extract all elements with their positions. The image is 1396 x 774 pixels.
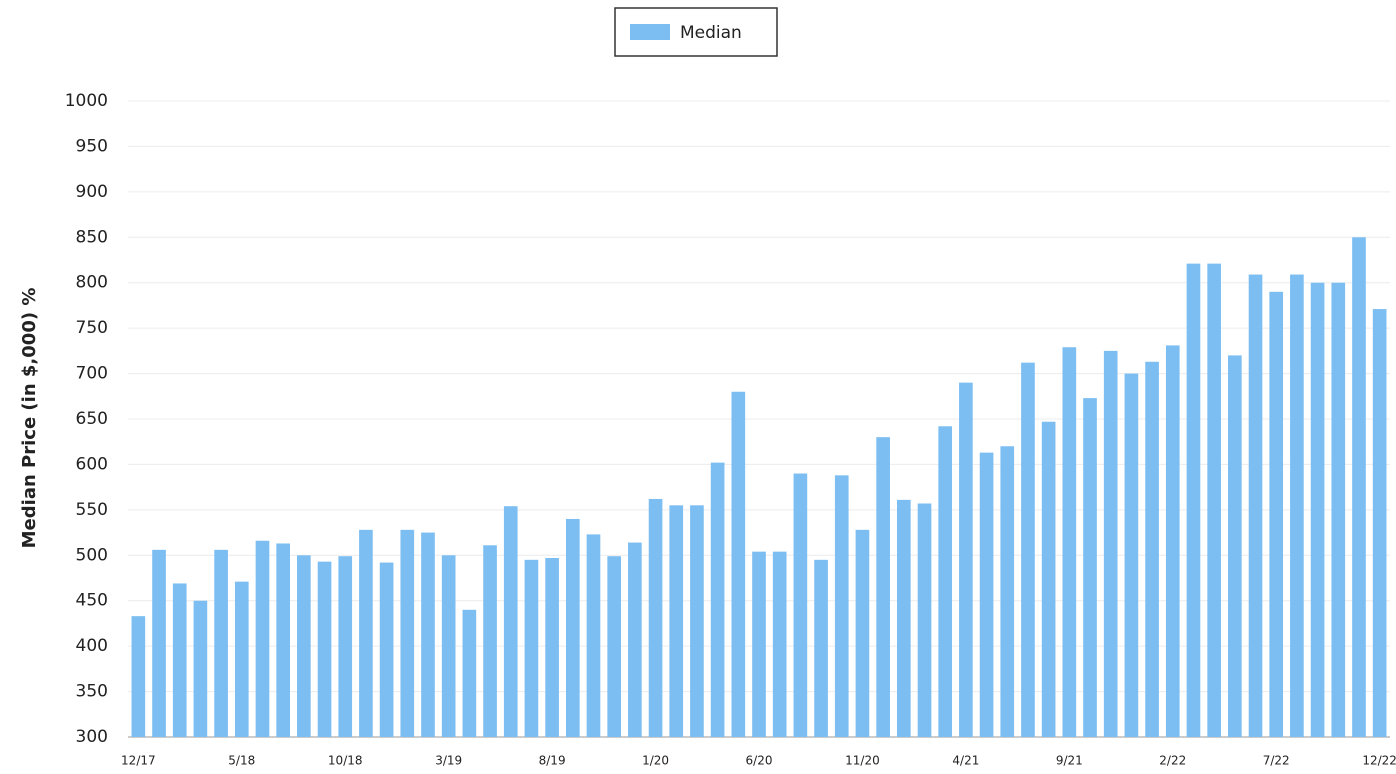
x-tick-label: 4/21: [952, 754, 979, 768]
bar: [648, 498, 663, 737]
bar: [1207, 263, 1221, 737]
bar: [855, 529, 870, 737]
bar: [255, 540, 270, 737]
bar: [1041, 421, 1056, 737]
bar: [1352, 237, 1366, 738]
bar: [359, 529, 373, 737]
y-axis-label: Median Price (in $,000) %: [19, 288, 40, 549]
bar: [400, 529, 415, 737]
bar: [1331, 282, 1346, 737]
bar: [772, 551, 787, 737]
bar: [462, 609, 477, 737]
y-tick-label: 750: [76, 318, 108, 338]
x-tick-label: 12/17: [121, 754, 156, 768]
bar: [1124, 373, 1139, 737]
bar: [1165, 345, 1180, 737]
bar: [731, 391, 746, 737]
y-tick-label: 300: [76, 727, 108, 747]
x-tick-label: 12/22: [1362, 754, 1396, 768]
bar: [441, 555, 456, 737]
bar: [1228, 355, 1242, 737]
x-tick-label: 7/22: [1263, 754, 1290, 768]
bar: [1000, 446, 1015, 737]
bar: [938, 426, 953, 737]
bar: [214, 549, 228, 737]
bar: [959, 382, 973, 737]
y-tick-label: 950: [76, 136, 108, 156]
bar: [1103, 350, 1118, 737]
legend-label: Median: [680, 23, 742, 43]
bar: [669, 505, 684, 737]
bar: [710, 462, 725, 737]
bar: [1310, 282, 1325, 737]
y-tick-label: 650: [76, 409, 108, 429]
x-tick-label: 1/20: [642, 754, 669, 768]
bar: [1290, 274, 1304, 737]
y-tick-label: 500: [76, 545, 108, 565]
bar: [234, 581, 249, 737]
bar: [834, 475, 849, 737]
bar: [1372, 309, 1387, 737]
y-tick-label: 600: [76, 454, 108, 474]
bar: [1083, 398, 1097, 737]
bar: [1021, 362, 1035, 737]
y-tick-label: 850: [76, 227, 108, 247]
bar: [1248, 274, 1263, 737]
bar: [690, 505, 704, 737]
x-tick-label: 9/21: [1056, 754, 1083, 768]
bar: [545, 558, 559, 737]
bar: [1062, 347, 1077, 737]
bar: [1145, 361, 1159, 737]
bar: [1269, 291, 1284, 737]
bar: [876, 437, 890, 737]
y-tick-label: 350: [76, 682, 108, 702]
bar: [131, 616, 146, 737]
y-tick-label: 550: [76, 500, 108, 520]
x-tick-label: 2/22: [1159, 754, 1186, 768]
x-tick-label: 5/18: [228, 754, 255, 768]
x-tick-label: 11/20: [845, 754, 880, 768]
y-tick-label: 1000: [65, 91, 108, 111]
bar: [276, 543, 290, 737]
bar: [524, 559, 539, 737]
bar: [793, 473, 808, 737]
bar: [814, 559, 828, 737]
bar: [503, 506, 518, 737]
bar: [896, 499, 911, 737]
y-tick-label: 800: [76, 273, 108, 293]
bar: [421, 532, 435, 737]
bar: [317, 561, 332, 737]
bar: [1186, 263, 1201, 737]
y-tick-label: 900: [76, 182, 108, 202]
legend-swatch: [630, 24, 670, 40]
x-tick-label: 10/18: [328, 754, 363, 768]
bar: [379, 562, 394, 737]
bar: [586, 534, 601, 737]
bar: [752, 551, 766, 737]
bar: [917, 503, 932, 737]
bar: [628, 542, 642, 737]
bar: [607, 556, 622, 737]
x-tick-label: 3/19: [435, 754, 462, 768]
bar: [483, 545, 497, 737]
x-tick-label: 8/19: [539, 754, 566, 768]
y-tick-label: 700: [76, 364, 108, 384]
bar: [193, 600, 208, 737]
bar: [338, 556, 353, 737]
bar: [297, 555, 311, 737]
x-tick-label: 6/20: [746, 754, 773, 768]
bar: [565, 518, 580, 737]
bar: [172, 583, 187, 737]
y-tick-label: 450: [76, 591, 108, 611]
bar: [979, 452, 994, 737]
bar: [152, 549, 166, 737]
y-tick-label: 400: [76, 636, 108, 656]
